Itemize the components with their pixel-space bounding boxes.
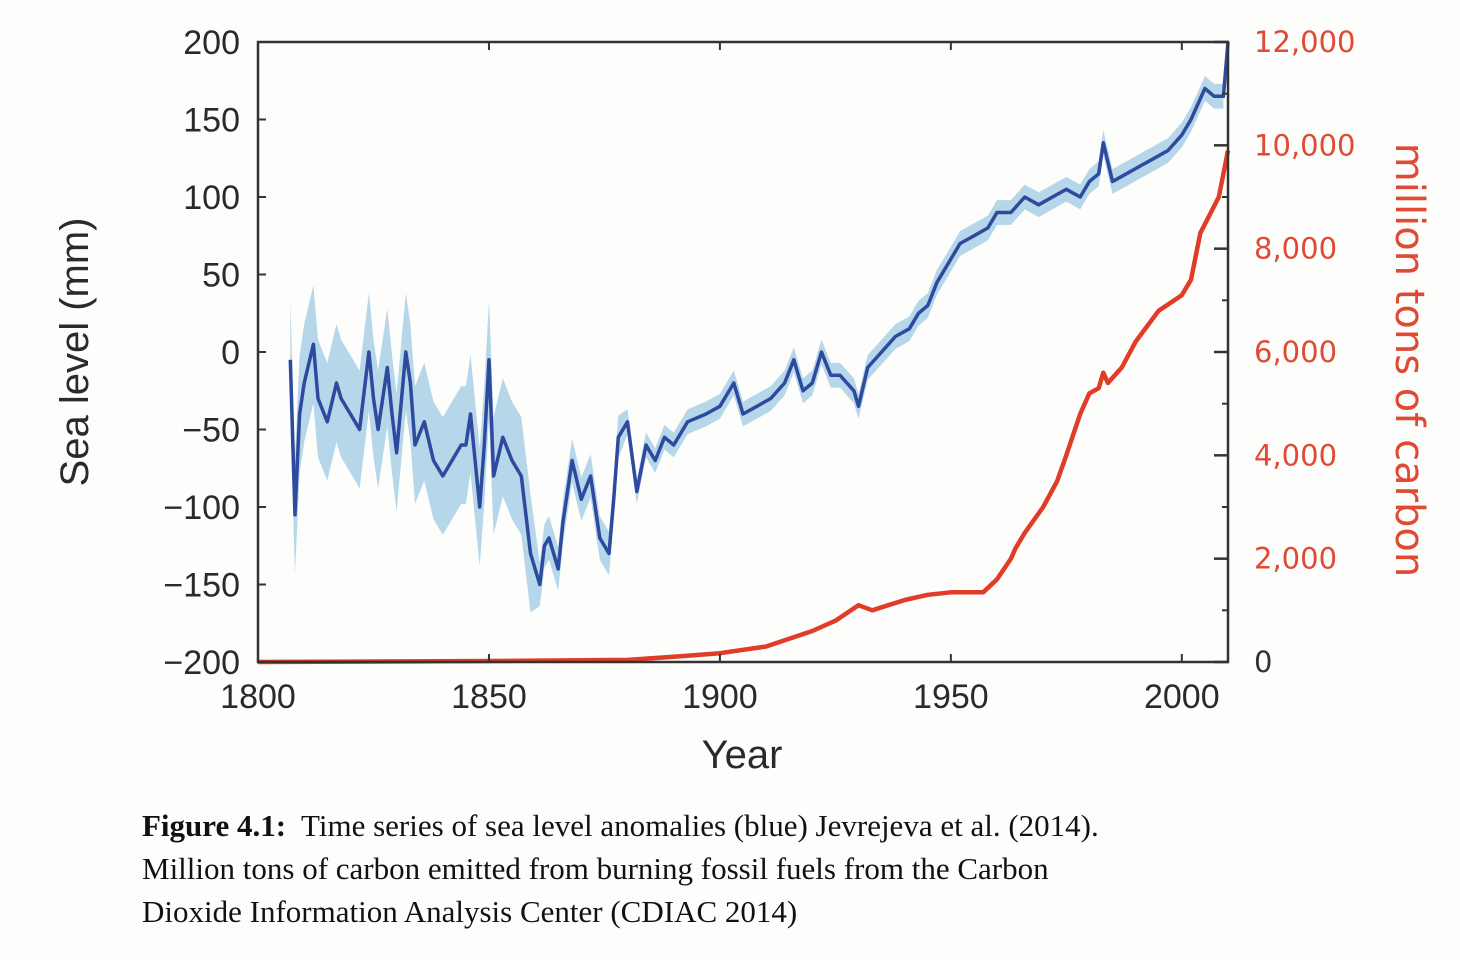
- y-axis-left-ticks: 200 150 100 50 0 −50 −100 −150 −200: [163, 24, 266, 682]
- y-tick-label: −50: [182, 412, 240, 450]
- x-tick-label: 2000: [1144, 678, 1220, 716]
- x-axis-title: Year: [702, 733, 783, 777]
- y2-tick-label: 4,000: [1254, 438, 1337, 472]
- sea-level-uncertainty-band: [290, 76, 1224, 613]
- y2-tick-label: 6,000: [1254, 335, 1337, 369]
- y2-tick-label: 12,000: [1254, 25, 1355, 59]
- x-axis-ticks: 1800 1850 1900 1950 2000: [220, 42, 1220, 716]
- sea-level-band-area: [290, 76, 1224, 613]
- x-tick-label: 1950: [913, 678, 989, 716]
- x-tick-label: 1850: [451, 678, 527, 716]
- y-axis-left-title: Sea level (mm): [53, 218, 97, 487]
- figure-caption: Figure 4.1: Time series of sea level ano…: [142, 804, 1342, 933]
- chart: 200 150 100 50 0 −50 −100 −150 −200 12,000 10,000…: [53, 24, 1432, 777]
- caption-text-1: Time series of sea level anomalies (blue…: [301, 808, 1099, 843]
- caption-line-3: Dioxide Information Analysis Center (CDI…: [142, 894, 798, 929]
- sea-level-series: [288, 41, 1230, 587]
- y-tick-label: 0: [221, 334, 240, 372]
- x-tick-label: 1800: [220, 678, 296, 716]
- y2-tick-label: 2,000: [1254, 542, 1337, 576]
- caption-label: Figure 4.1:: [142, 808, 287, 843]
- y-axis-right-ticks: 12,000 10,000 8,000 6,000 4,000 2,000 0: [1214, 25, 1355, 679]
- y-tick-label: 150: [183, 102, 240, 140]
- y2-tick-label: 0: [1254, 645, 1272, 679]
- y-tick-label: 100: [183, 179, 240, 217]
- y-tick-label: 200: [183, 24, 240, 62]
- y2-tick-label: 8,000: [1254, 232, 1337, 266]
- y-tick-label: 50: [202, 257, 240, 295]
- caption-line-2: Million tons of carbon emitted from burn…: [142, 851, 1049, 886]
- y-axis-right-title: million tons of carbon: [1386, 143, 1432, 577]
- x-tick-label: 1900: [682, 678, 758, 716]
- y2-tick-label: 10,000: [1254, 128, 1355, 162]
- carbon-line: [257, 150, 1231, 665]
- y-tick-label: −100: [163, 489, 240, 527]
- y-tick-label: −200: [163, 644, 240, 682]
- y-tick-label: −150: [163, 567, 240, 605]
- carbon-series: [257, 150, 1231, 665]
- caption-line-1: Figure 4.1: Time series of sea level ano…: [142, 804, 1342, 847]
